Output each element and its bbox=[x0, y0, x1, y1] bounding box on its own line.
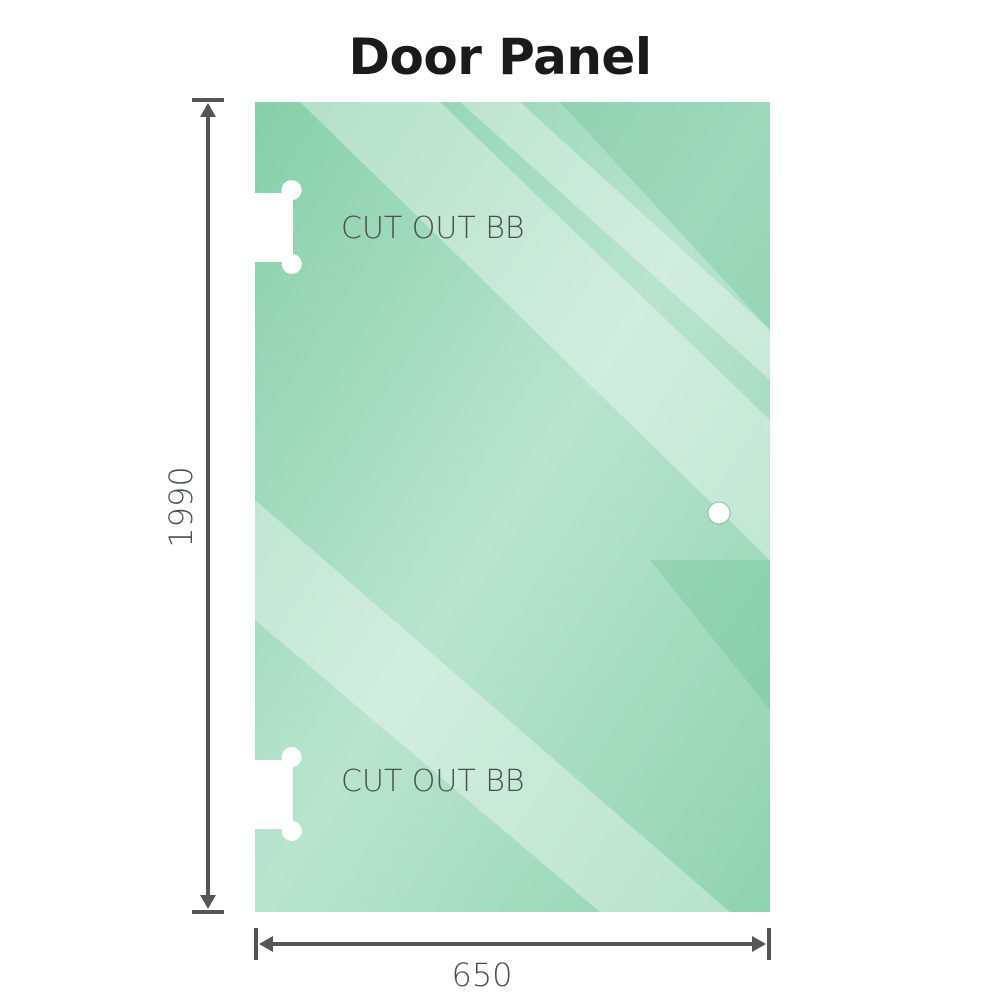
width-dimension-label: 650 bbox=[451, 956, 512, 994]
cutout-bottom-label: CUT OUT BB bbox=[341, 764, 525, 799]
cutout-top-label: CUT OUT BB bbox=[341, 211, 525, 246]
cutout-bottom bbox=[255, 747, 302, 841]
diagram-title: Door Panel bbox=[348, 28, 652, 86]
width-dimension-line bbox=[254, 928, 771, 960]
handle-hole bbox=[707, 501, 731, 525]
height-dimension-line bbox=[192, 98, 224, 914]
cutout-top bbox=[255, 180, 302, 274]
height-dimension-label: 1990 bbox=[162, 466, 200, 547]
glass-panel bbox=[255, 102, 770, 912]
